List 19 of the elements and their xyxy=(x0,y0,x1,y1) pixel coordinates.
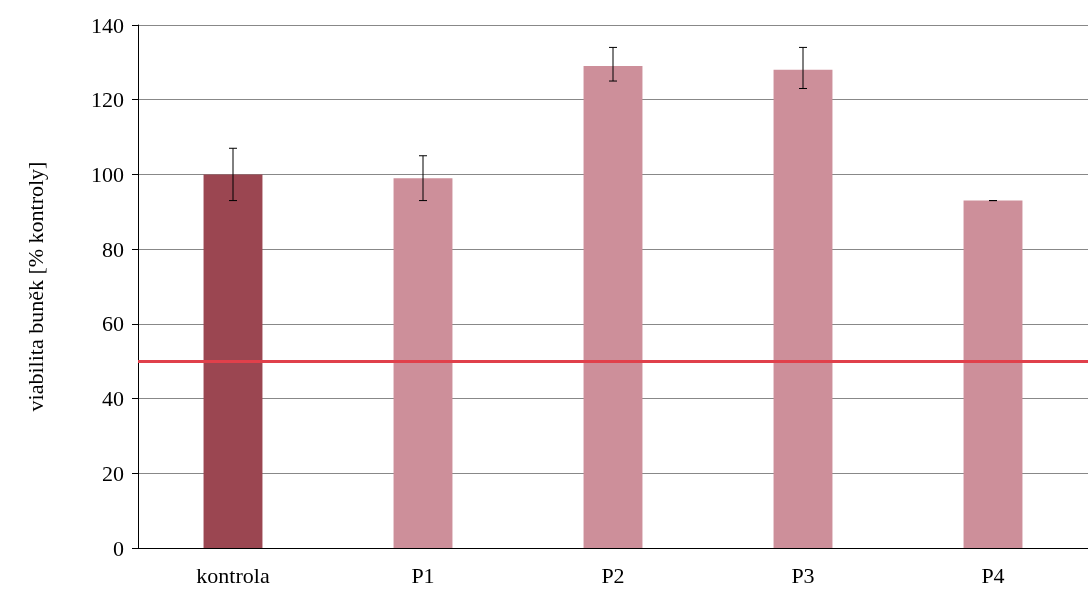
y-tick-label: 140 xyxy=(91,12,124,38)
bar xyxy=(203,174,263,548)
bar xyxy=(583,66,643,548)
x-tick-label: P4 xyxy=(981,562,1005,588)
y-tick-label: 60 xyxy=(102,311,124,337)
x-tick-label: P3 xyxy=(791,562,815,588)
x-tick-label: kontrola xyxy=(196,562,270,588)
bar xyxy=(963,200,1023,548)
y-tick-label: 80 xyxy=(102,236,124,262)
bar xyxy=(773,69,833,548)
y-tick-label: 120 xyxy=(91,87,124,113)
x-tick-label: P2 xyxy=(601,562,625,588)
y-tick-label: 0 xyxy=(113,535,124,561)
y-tick-label: 40 xyxy=(102,386,124,412)
y-axis-title: viabilita buněk [% kontroly] xyxy=(22,161,48,412)
x-tick-label: P1 xyxy=(411,562,435,588)
y-tick-label: 100 xyxy=(91,161,124,187)
bar xyxy=(393,178,453,548)
y-tick-label: 20 xyxy=(102,460,124,486)
